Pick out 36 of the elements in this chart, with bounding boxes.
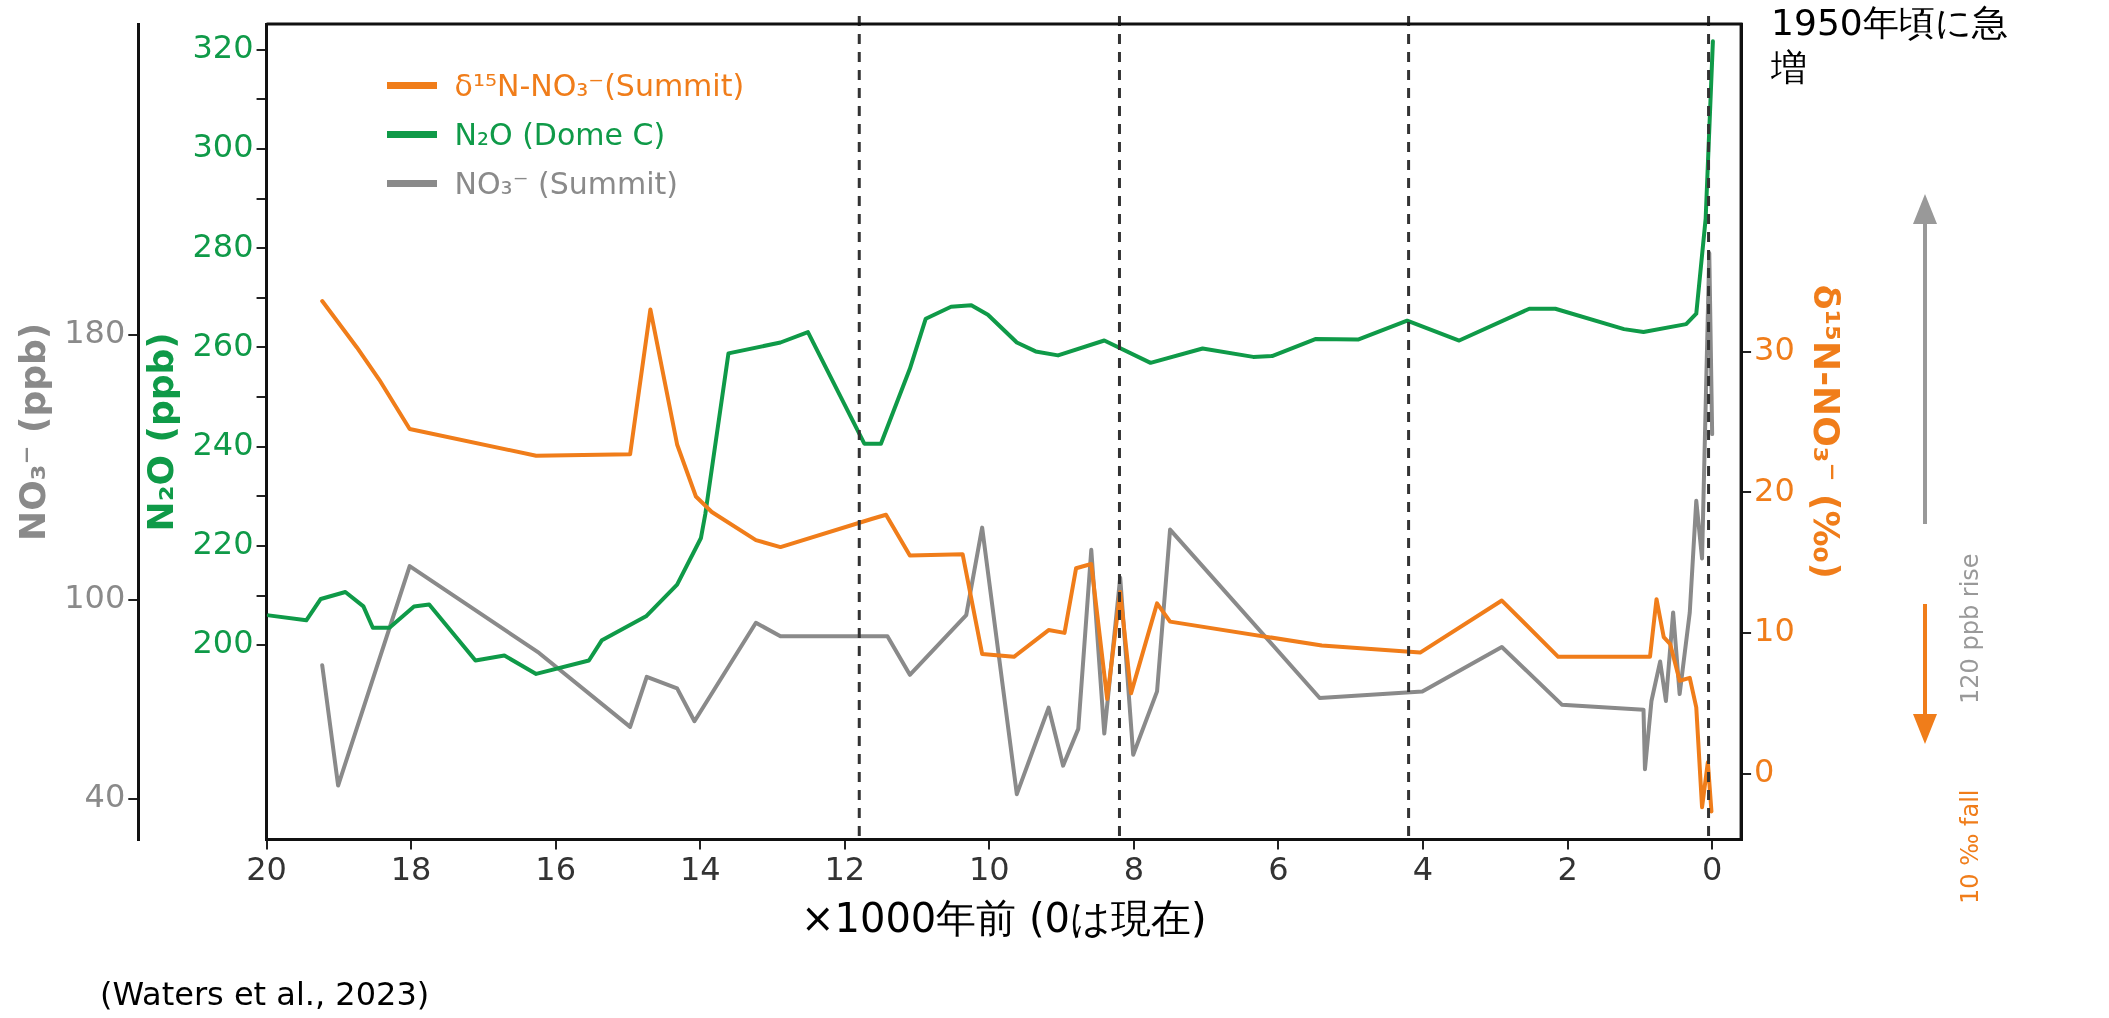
y2-tick-label: 100	[64, 578, 126, 617]
y2-axis-title: NO₃⁻ (ppb)	[11, 322, 53, 541]
x-tick-label: 14	[679, 850, 721, 889]
y2-tick-label: 40	[84, 777, 126, 816]
x-tick-label: 20	[246, 850, 287, 889]
y-axis-title: N₂O (ppb)	[140, 332, 182, 532]
y3-tick-label: 0	[1754, 751, 1775, 790]
x-axis-title: ×1000年前 (0は現在)	[800, 895, 1207, 942]
x-tick-label: 6	[1268, 850, 1289, 889]
legend-label: N₂O (Dome C)	[454, 117, 666, 152]
x-tick-label: 8	[1123, 850, 1145, 889]
x-tick-label: 2	[1557, 850, 1578, 889]
x-tick-label: 18	[390, 850, 432, 889]
y-tick-label: 220	[192, 524, 254, 563]
text: 10 ‰ fall	[1956, 789, 1985, 904]
y-tick-label: 240	[192, 425, 254, 463]
legend-label: δ¹⁵N-NO₃⁻(Summit)	[454, 68, 745, 103]
y-tick-label: 280	[192, 226, 254, 265]
text: 1950年頃に急増	[1771, 1, 2009, 90]
y-tick-label: 320	[192, 28, 254, 67]
legend-label: NO₃⁻ (Summit)	[454, 166, 679, 201]
x-tick-label: 4	[1412, 850, 1434, 889]
y3-tick-label: 30	[1754, 329, 1795, 368]
y3-tick-label: 10	[1754, 611, 1795, 650]
x-tick-label: 0	[1701, 850, 1723, 889]
y3-tick-label: 20	[1754, 470, 1795, 509]
x-tick-label: 12	[824, 850, 866, 889]
y-tick-label: 260	[192, 325, 254, 364]
y2-tick-label: 180	[64, 312, 126, 351]
x-tick-label: 10	[969, 850, 1010, 889]
y3-axis-title: δ¹⁵N-NO₃⁻ (‰)	[1806, 284, 1848, 579]
y-tick-label: 300	[192, 127, 254, 166]
y-tick-label: 200	[192, 623, 254, 662]
text: (Waters et al., 2023)	[100, 975, 430, 1013]
x-tick-label: 16	[535, 850, 577, 889]
text: 120 ppb rise	[1956, 553, 1985, 704]
